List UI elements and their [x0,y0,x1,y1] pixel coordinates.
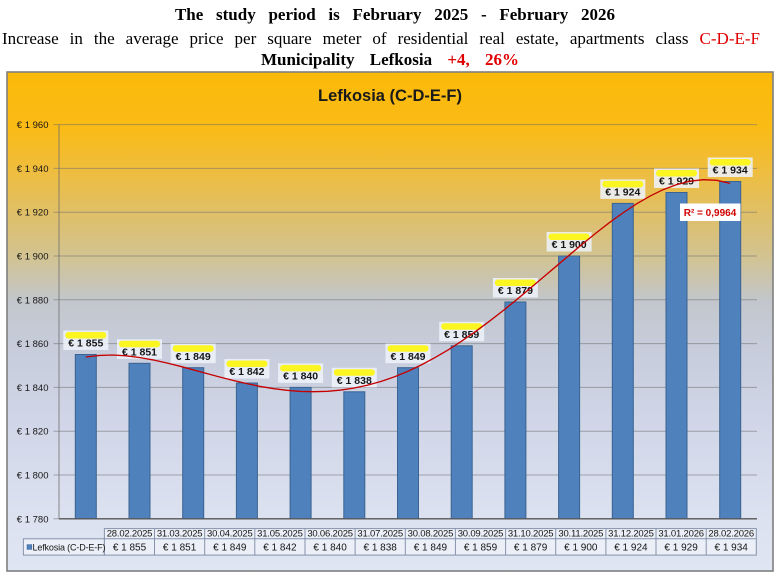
svg-text:€ 1 859: € 1 859 [444,329,479,341]
svg-text:€ 1 929: € 1 929 [664,543,698,554]
svg-text:30.04.2025: 30.04.2025 [207,528,253,539]
svg-text:31.03.2025: 31.03.2025 [157,528,203,539]
svg-text:€ 1 840: € 1 840 [283,371,318,383]
svg-text:€ 1 924: € 1 924 [605,187,640,199]
svg-text:€ 1 855: € 1 855 [68,338,103,350]
svg-text:28.02.2026: 28.02.2026 [708,528,754,539]
svg-text:31.10.2025: 31.10.2025 [508,528,554,539]
svg-text:€ 1 849: € 1 849 [213,543,247,554]
svg-text:€ 1 860: € 1 860 [17,339,49,350]
svg-text:R² = 0,9964: R² = 0,9964 [684,208,737,219]
svg-text:€ 1 924: € 1 924 [614,543,648,554]
svg-text:30.11.2025: 30.11.2025 [558,528,603,539]
svg-text:€ 1 900: € 1 900 [564,543,598,554]
svg-text:31.07.2025: 31.07.2025 [357,528,403,539]
svg-text:€ 1 780: € 1 780 [17,514,49,525]
svg-text:€ 1 800: € 1 800 [17,471,49,482]
svg-text:€ 1 960: € 1 960 [17,120,49,131]
svg-text:31.01.2026: 31.01.2026 [658,528,704,539]
svg-text:€ 1 849: € 1 849 [176,351,211,363]
svg-text:€ 1 838: € 1 838 [337,375,372,387]
svg-text:€ 1 934: € 1 934 [713,165,748,177]
svg-text:€ 1 851: € 1 851 [163,543,197,554]
svg-text:€ 1 840: € 1 840 [17,383,49,394]
svg-text:30.09.2025: 30.09.2025 [458,528,504,539]
svg-text:€ 1 929: € 1 929 [659,176,694,188]
svg-text:Lefkosia (C-D-E-F): Lefkosia (C-D-E-F) [318,87,462,105]
svg-text:30.06.2025: 30.06.2025 [307,528,353,539]
svg-text:31.12.2025: 31.12.2025 [608,528,654,539]
svg-text:€ 1 842: € 1 842 [229,366,264,378]
svg-text:€ 1 859: € 1 859 [464,543,498,554]
svg-text:€ 1 838: € 1 838 [364,543,398,554]
svg-text:€ 1 900: € 1 900 [17,252,49,263]
svg-text:€ 1 851: € 1 851 [122,347,157,359]
svg-text:€ 1 934: € 1 934 [715,543,749,554]
svg-text:€ 1 849: € 1 849 [390,351,425,363]
svg-text:31.05.2025: 31.05.2025 [257,528,303,539]
svg-text:€ 1 855: € 1 855 [113,543,147,554]
svg-text:€ 1 920: € 1 920 [17,208,49,219]
svg-text:28.02.2025: 28.02.2025 [107,528,153,539]
svg-text:€ 1 840: € 1 840 [313,543,347,554]
svg-text:€ 1 879: € 1 879 [498,285,533,297]
svg-text:€ 1 940: € 1 940 [17,164,49,175]
svg-text:Lefkosia (C-D-E-F): Lefkosia (C-D-E-F) [33,542,106,552]
svg-text:€ 1 849: € 1 849 [414,543,448,554]
svg-text:30.08.2025: 30.08.2025 [408,528,454,539]
svg-text:€ 1 879: € 1 879 [514,543,548,554]
svg-text:€ 1 820: € 1 820 [17,427,49,438]
svg-text:€ 1 842: € 1 842 [263,543,297,554]
svg-text:€ 1 880: € 1 880 [17,295,49,306]
